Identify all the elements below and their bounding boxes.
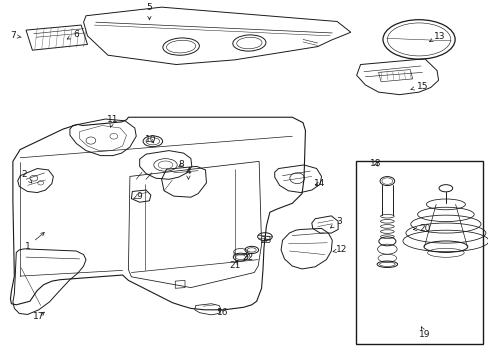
Text: 4: 4 (185, 167, 191, 179)
Text: 11: 11 (107, 114, 119, 127)
Text: 5: 5 (146, 3, 152, 20)
Text: 2: 2 (21, 170, 32, 183)
Text: 14: 14 (314, 179, 325, 188)
Text: 3: 3 (330, 217, 342, 228)
Text: 6: 6 (67, 30, 79, 39)
Text: 7: 7 (10, 31, 21, 40)
Text: 22: 22 (242, 253, 253, 262)
Text: 21: 21 (228, 261, 240, 270)
Bar (355, 161, 483, 344)
Text: 16: 16 (216, 308, 228, 317)
Text: 12: 12 (332, 246, 347, 255)
Text: 8: 8 (178, 161, 183, 170)
Text: 10: 10 (145, 135, 156, 144)
Text: 17: 17 (33, 312, 44, 321)
Text: 20: 20 (412, 224, 430, 233)
Text: 9: 9 (134, 192, 142, 201)
Text: 1: 1 (24, 233, 44, 251)
Text: 19: 19 (418, 327, 430, 339)
Text: 23: 23 (260, 236, 272, 245)
Text: 15: 15 (410, 82, 427, 91)
Text: 18: 18 (369, 159, 381, 168)
Text: 13: 13 (428, 32, 445, 42)
